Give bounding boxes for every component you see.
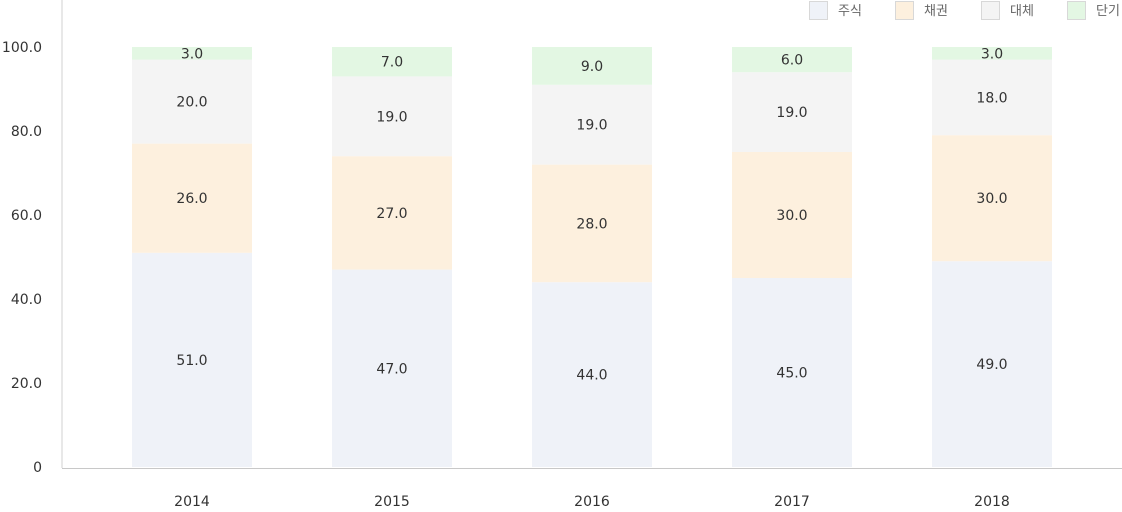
y-tick-label: 60.0 — [11, 208, 42, 224]
y-tick-label: 100.0 — [2, 40, 42, 56]
data-label: 49.0 — [976, 357, 1007, 373]
data-label: 30.0 — [976, 191, 1007, 207]
x-axis: 2014 2015 2016 2017 2018 — [62, 468, 1122, 510]
bar-segment-2015-주식[interactable] — [332, 269, 452, 467]
bar-group-2017: 45.0 30.0 19.0 6.0 — [732, 47, 852, 467]
y-axis: 0 20.0 40.0 60.0 80.0 100.0 — [2, 0, 63, 476]
bar-segment-2018-대체[interactable] — [932, 59, 1052, 136]
data-label: 9.0 — [581, 59, 603, 75]
bar-group-2018: 49.0 30.0 18.0 3.0 — [932, 46, 1052, 467]
x-tick-label: 2016 — [574, 494, 610, 510]
legend-label: 단기 — [1096, 4, 1120, 19]
bar-segment-2015-채권[interactable] — [332, 156, 452, 270]
legend-item-채권[interactable]: 채권 — [895, 1, 948, 20]
x-tick-label: 2018 — [974, 494, 1010, 510]
bar-segment-2014-단기[interactable] — [132, 47, 252, 60]
x-tick-label: 2017 — [774, 494, 810, 510]
bar-segment-2017-주식[interactable] — [732, 278, 852, 467]
bar-segment-2015-대체[interactable] — [332, 76, 452, 157]
y-tick-label: 40.0 — [11, 292, 42, 308]
legend-item-대체[interactable]: 대체 — [981, 1, 1034, 20]
data-label: 7.0 — [381, 55, 403, 71]
data-label: 3.0 — [981, 46, 1003, 62]
data-label: 19.0 — [376, 109, 407, 125]
legend-swatch — [895, 1, 914, 20]
data-label: 3.0 — [181, 46, 203, 62]
bar-segment-2016-주식[interactable] — [532, 282, 652, 467]
bar-segment-2014-주식[interactable] — [132, 252, 252, 467]
legend-swatch — [1067, 1, 1086, 20]
data-label: 44.0 — [576, 368, 607, 384]
bar-segment-2017-대체[interactable] — [732, 72, 852, 152]
data-label: 27.0 — [376, 206, 407, 222]
y-tick-label: 20.0 — [11, 376, 42, 392]
data-label: 20.0 — [176, 95, 207, 111]
legend-label: 주식 — [838, 4, 862, 19]
bar-group-2014: 51.0 26.0 20.0 3.0 — [132, 46, 252, 467]
bar-segment-2014-채권[interactable] — [132, 143, 252, 253]
bar-group-2016: 44.0 28.0 19.0 9.0 — [532, 47, 652, 467]
data-label: 26.0 — [176, 191, 207, 207]
bar-segment-2017-단기[interactable] — [732, 47, 852, 73]
legend-label: 대체 — [1010, 4, 1034, 19]
data-label: 6.0 — [781, 53, 803, 69]
data-label: 19.0 — [576, 118, 607, 134]
bar-segment-2016-대체[interactable] — [532, 84, 652, 165]
bar-segment-2015-단기[interactable] — [332, 47, 452, 77]
legend-item-단기[interactable]: 단기 — [1067, 1, 1120, 20]
bars: 51.0 26.0 20.0 3.0 47.0 27.0 19.0 7.0 44.0 28.0 19… — [132, 46, 1052, 467]
x-tick-label: 2014 — [174, 494, 210, 510]
legend: 주식 채권 대체 단기 — [809, 1, 1120, 20]
data-label: 18.0 — [976, 90, 1007, 106]
data-label: 51.0 — [176, 353, 207, 369]
data-label: 45.0 — [776, 366, 807, 382]
data-label: 47.0 — [376, 361, 407, 377]
y-tick-label: 0 — [33, 460, 42, 476]
bar-segment-2018-주식[interactable] — [932, 261, 1052, 467]
bar-group-2015: 47.0 27.0 19.0 7.0 — [332, 47, 452, 467]
legend-item-주식[interactable]: 주식 — [809, 1, 862, 20]
legend-swatch — [809, 1, 828, 20]
legend-label: 채권 — [924, 4, 948, 19]
data-label: 28.0 — [576, 216, 607, 232]
legend-swatch — [981, 1, 1000, 20]
bar-segment-2016-단기[interactable] — [532, 47, 652, 85]
bar-segment-2017-채권[interactable] — [732, 152, 852, 278]
bar-segment-2018-채권[interactable] — [932, 135, 1052, 262]
bar-segment-2016-채권[interactable] — [532, 164, 652, 283]
y-tick-label: 80.0 — [11, 124, 42, 140]
data-label: 19.0 — [776, 105, 807, 121]
bar-segment-2018-단기[interactable] — [932, 47, 1052, 60]
data-label: 30.0 — [776, 208, 807, 224]
x-tick-label: 2015 — [374, 494, 410, 510]
bar-segment-2014-대체[interactable] — [132, 59, 252, 144]
